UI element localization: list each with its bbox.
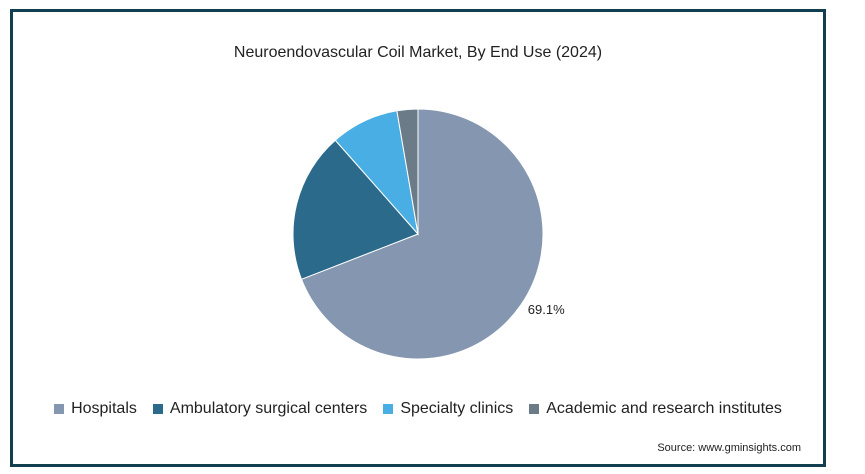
legend-label: Academic and research institutes xyxy=(546,400,782,417)
legend-swatch xyxy=(54,404,65,414)
legend-item-specialty-clinics: Specialty clinics xyxy=(383,400,513,418)
legend-swatch xyxy=(383,404,394,414)
chart-title: Neuroendovascular Coil Market, By End Us… xyxy=(233,44,603,61)
legend-item-ambulatory-surgical-centers: Ambulatory surgical centers xyxy=(152,400,368,418)
legend-label: Ambulatory surgical centers xyxy=(169,400,368,417)
legend-swatch xyxy=(152,404,163,414)
legend-item-academic-and-research-institutes: Academic and research institutes xyxy=(529,400,782,418)
legend-label: Specialty clinics xyxy=(400,400,514,417)
data-label-hospitals: 69.1% xyxy=(528,302,565,317)
pie-slice-hospitals xyxy=(300,108,544,360)
pie-slice-ambulatory-surgical-centers xyxy=(292,139,419,280)
pie-slice-academic-and-research-institutes xyxy=(396,108,419,235)
legend-swatch xyxy=(529,404,540,414)
legend-label: Hospitals xyxy=(71,400,137,417)
source-note: Source: www.gminsights.com xyxy=(657,442,801,454)
chart-frame: Neuroendovascular Coil Market, By End Us… xyxy=(10,9,826,467)
chart-legend: Hospitals Ambulatory surgical centers Spec… xyxy=(13,400,823,418)
pie-chart: 69.1% xyxy=(292,108,565,360)
legend-item-hospitals: Hospitals xyxy=(54,400,137,418)
